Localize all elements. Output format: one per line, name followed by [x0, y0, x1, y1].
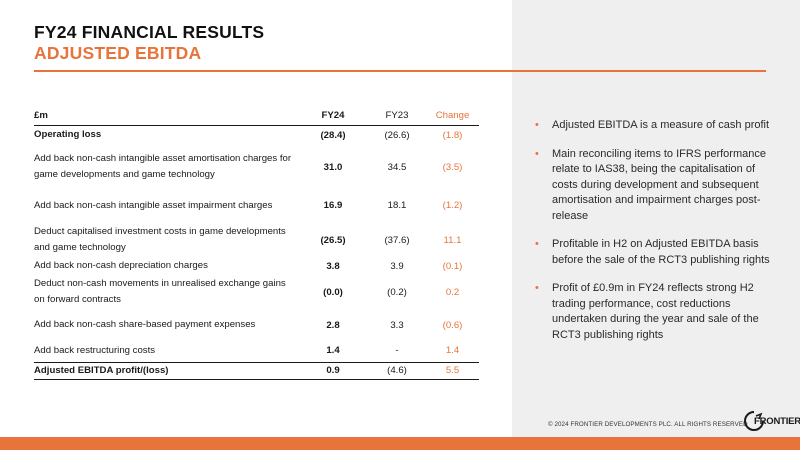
- header-fy24: FY24: [298, 107, 368, 126]
- row-label: Add back non-cash intangible asset amort…: [34, 153, 292, 180]
- row-fy23: (37.6): [384, 234, 410, 246]
- row-fy24: 2.8: [326, 319, 340, 331]
- bullet-dot-icon: •: [535, 238, 539, 250]
- logo-wordmark: FRONTIER: [754, 416, 800, 427]
- table-row: Add back restructuring costs 1.4 - 1.4: [34, 340, 479, 362]
- row-fy24: 3.8: [326, 260, 340, 272]
- bullet-dot-icon: •: [535, 147, 539, 160]
- right-panel: [512, 0, 800, 437]
- row-fy24: (26.5): [320, 234, 346, 246]
- row-label: Add back restructuring costs: [34, 344, 156, 356]
- table-row: Add back non-cash intangible asset amort…: [34, 145, 479, 189]
- table-row: Add back non-cash share-based payment ex…: [34, 310, 479, 340]
- row-fy24: 0.9: [298, 361, 368, 380]
- copyright-notice: © 2024 FRONTIER DEVELOPMENTS PLC. ALL RI…: [548, 421, 748, 428]
- table-header-row: £m FY24 FY23 Change: [34, 107, 479, 126]
- row-fy24: (0.0): [323, 286, 343, 298]
- row-fy24: 1.4: [326, 345, 340, 357]
- row-label: Add back non-cash depreciation charges: [34, 260, 208, 271]
- frontier-logo-icon: [744, 411, 764, 431]
- row-label: Add back non-cash share-based payment ex…: [34, 319, 256, 330]
- row-fy23: 3.9: [390, 260, 404, 272]
- row-fy23: 3.3: [390, 319, 404, 331]
- table-row: Operating loss (28.4) (26.6) (1.8): [34, 125, 479, 145]
- list-item: • Adjusted EBITDA is a measure of cash p…: [535, 118, 770, 134]
- row-fy23: (26.6): [384, 129, 410, 141]
- bullet-dot-icon: •: [535, 119, 539, 131]
- bottom-accent-bar: [0, 437, 800, 450]
- table-row: Deduct non-cash movements in unrealised …: [34, 274, 479, 310]
- row-fy23: (4.6): [368, 361, 426, 380]
- row-change: (1.8): [442, 129, 463, 141]
- list-item: • Profitable in H2 on Adjusted EBITDA ba…: [535, 237, 770, 268]
- row-change: 11.1: [443, 234, 462, 246]
- row-label: Operating loss: [34, 129, 102, 141]
- header-currency: £m: [34, 107, 298, 126]
- row-fy24: 16.9: [323, 200, 343, 211]
- row-fy24: 31.0: [323, 161, 343, 173]
- row-fy23: (0.2): [387, 286, 407, 298]
- table-row: Add back non-cash intangible asset impai…: [34, 189, 479, 222]
- table-row: Add back non-cash depreciation charges 3…: [34, 258, 479, 274]
- key-points-list: • Adjusted EBITDA is a measure of cash p…: [535, 118, 770, 356]
- row-change: (3.5): [442, 161, 463, 173]
- row-label: Add back non-cash intangible asset impai…: [34, 199, 273, 211]
- row-label: Deduct capitalised investment costs in g…: [34, 226, 286, 253]
- list-item: • Profit of £0.9m in FY24 reflects stron…: [535, 281, 770, 343]
- title-divider: [34, 70, 766, 72]
- bullet-text: Adjusted EBITDA is a measure of cash pro…: [552, 119, 770, 131]
- row-label: Deduct non-cash movements in unrealised …: [34, 278, 286, 305]
- slide-subtitle: ADJUSTED EBITDA: [34, 43, 202, 63]
- list-item: • Main reconciling items to IFRS perform…: [535, 147, 770, 225]
- frontier-logo: FRONTIER: [740, 408, 800, 432]
- ebitda-reconciliation-table: £m FY24 FY23 Change Operating loss (28.4…: [34, 107, 479, 380]
- row-fy23: -: [395, 345, 399, 357]
- bullet-text: Profit of £0.9m in FY24 reflects strong …: [552, 282, 759, 341]
- slide-title: FY24 FINANCIAL RESULTS: [34, 22, 265, 42]
- table-total-row: Adjusted EBITDA profit/(loss) 0.9 (4.6) …: [34, 361, 479, 380]
- row-change: 1.4: [445, 345, 460, 357]
- row-change: (0.1): [442, 260, 463, 272]
- row-change: 0.2: [445, 286, 460, 298]
- row-fy24: (28.4): [320, 129, 346, 141]
- table-row: Deduct capitalised investment costs in g…: [34, 222, 479, 258]
- bullet-dot-icon: •: [535, 282, 539, 294]
- header-fy23: FY23: [368, 107, 426, 126]
- bullet-text: Profitable in H2 on Adjusted EBITDA basi…: [552, 238, 770, 266]
- row-change: (0.6): [442, 319, 463, 331]
- bullet-text: Main reconciling items to IFRS performan…: [552, 147, 766, 222]
- row-label: Adjusted EBITDA profit/(loss): [34, 361, 298, 380]
- row-fy23: 34.5: [387, 161, 407, 173]
- row-change: (1.2): [442, 200, 463, 211]
- row-fy23: 18.1: [387, 200, 407, 211]
- header-change: Change: [426, 107, 479, 126]
- row-change: 5.5: [426, 361, 479, 380]
